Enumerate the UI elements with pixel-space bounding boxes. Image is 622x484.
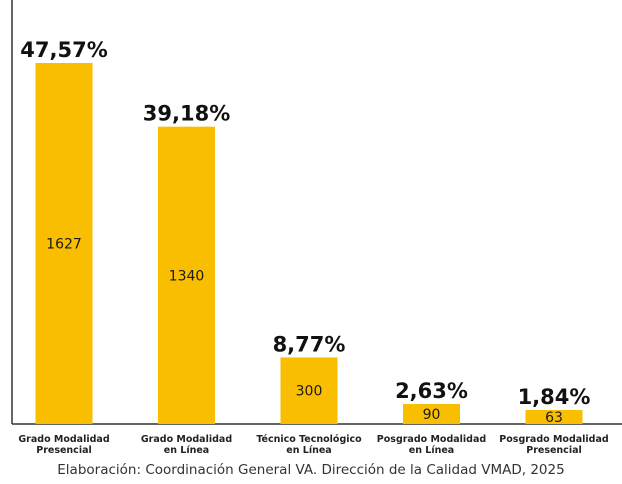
category-label: en Línea (164, 445, 209, 456)
category-label: Presencial (526, 445, 582, 456)
percent-label: 2,63% (395, 379, 468, 403)
category-label: Presencial (36, 445, 92, 456)
category-label: Técnico Tecnológico (256, 434, 362, 445)
category-label: Posgrado Modalidad (377, 434, 486, 445)
value-label: 1627 (46, 237, 82, 253)
category-label: en Línea (286, 445, 331, 456)
percent-label: 47,57% (20, 38, 107, 62)
value-label: 90 (423, 407, 441, 423)
percent-label: 1,84% (518, 385, 591, 409)
percent-label: 39,18% (143, 102, 230, 126)
category-label: Grado Modalidad (141, 434, 232, 445)
percent-label: 8,77% (273, 332, 346, 356)
value-label: 1340 (169, 268, 205, 284)
category-label: Grado Modalidad (18, 434, 109, 445)
value-label: 63 (545, 410, 563, 426)
category-label: Posgrado Modalidad (499, 434, 608, 445)
category-label: en Línea (409, 445, 454, 456)
value-label: 300 (296, 384, 323, 400)
source-note: Elaboración: Coordinación General VA. Di… (0, 462, 622, 478)
